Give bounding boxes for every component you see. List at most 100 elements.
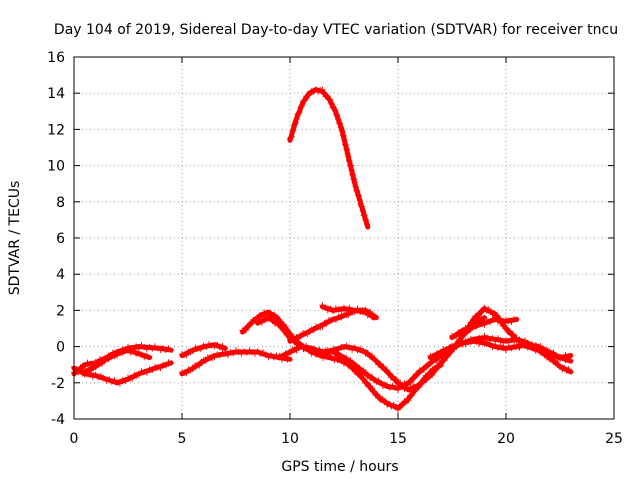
data-point (559, 354, 566, 361)
data-point (290, 127, 297, 134)
data-point (149, 367, 156, 373)
data-point (197, 346, 204, 353)
data-point (457, 340, 464, 347)
data-point (310, 327, 317, 333)
data-point (330, 345, 337, 352)
data-point (129, 375, 136, 382)
data-point (562, 352, 569, 358)
data-point (397, 379, 404, 386)
data-point (295, 110, 302, 117)
data-point (377, 360, 383, 367)
data-point (459, 341, 466, 348)
data-point (408, 386, 414, 393)
data-point (92, 364, 99, 371)
data-point (557, 353, 563, 360)
data-point (292, 119, 299, 126)
data-point (323, 320, 330, 327)
chart-title: Day 104 of 2019, Sidereal Day-to-day VTE… (54, 22, 618, 38)
data-point (332, 317, 339, 324)
data-point (319, 323, 326, 330)
data-point (349, 171, 356, 178)
x-tick-label: 10 (281, 431, 299, 447)
data-point (338, 307, 345, 314)
data-point (420, 378, 427, 385)
data-point (432, 367, 439, 373)
data-point (116, 380, 123, 387)
data-point (304, 331, 311, 338)
data-point (508, 345, 515, 352)
data-point (459, 328, 466, 335)
series-arc-b-low (71, 359, 174, 387)
y-tick-label: -4 (51, 412, 65, 428)
data-point (347, 162, 354, 169)
data-point (505, 344, 512, 351)
data-point (405, 397, 412, 404)
data-point (427, 360, 434, 367)
data-point (438, 349, 445, 356)
data-point (369, 352, 376, 359)
data-point (298, 102, 305, 109)
data-point (321, 90, 327, 97)
data-point (393, 376, 400, 383)
data-point (470, 322, 477, 329)
data-point (340, 132, 347, 139)
data-point (384, 367, 391, 374)
y-tick-label: 10 (47, 159, 65, 175)
data-point (208, 342, 215, 349)
data-point (513, 343, 520, 350)
data-point (451, 343, 458, 350)
data-point (373, 358, 380, 365)
data-point (441, 357, 448, 364)
data-point (399, 402, 406, 409)
data-point (473, 323, 480, 330)
data-point (386, 370, 392, 377)
data-point (262, 351, 269, 358)
data-point (361, 212, 368, 219)
data-point (216, 352, 223, 359)
data-point (486, 319, 493, 326)
data-point (319, 86, 326, 93)
series-arc-f-hump (239, 309, 444, 413)
data-point (183, 370, 190, 377)
data-point (222, 350, 229, 357)
axis-ticks: -4 -2 0 2 4 6 8 10 12 14 16 0 5 10 15 20 25 (47, 50, 623, 447)
data-point (192, 344, 199, 351)
data-point (269, 317, 276, 324)
data-point (289, 128, 296, 135)
data-point (476, 312, 482, 319)
data-point (370, 388, 377, 395)
y-axis-label: SDTVAR / TECUs (7, 181, 23, 296)
data-point (258, 319, 265, 326)
data-point (143, 352, 150, 359)
data-point (285, 331, 292, 338)
data-point (337, 124, 344, 131)
data-point (332, 107, 339, 114)
data-point (202, 357, 209, 364)
data-series (71, 86, 574, 413)
data-point (342, 141, 349, 148)
data-point (505, 338, 512, 345)
data-point (157, 365, 164, 372)
data-point (374, 391, 381, 398)
data-point (431, 353, 438, 360)
data-point (552, 358, 559, 365)
data-point (449, 342, 455, 349)
data-point (165, 345, 172, 352)
data-point (337, 120, 343, 127)
data-point (348, 167, 355, 174)
data-point (287, 134, 294, 141)
data-point (380, 363, 387, 370)
x-tick-label: 15 (389, 431, 407, 447)
data-point (296, 109, 303, 115)
data-point (284, 356, 291, 363)
x-tick-label: 5 (178, 431, 187, 447)
series-arc-d-mid (179, 347, 293, 377)
data-point (484, 318, 491, 325)
data-point (332, 346, 339, 353)
data-point (219, 342, 226, 349)
data-point (436, 362, 443, 368)
data-point (347, 357, 354, 364)
data-point (346, 158, 353, 165)
data-point (200, 342, 207, 349)
series-arc-e-mid (179, 341, 228, 359)
